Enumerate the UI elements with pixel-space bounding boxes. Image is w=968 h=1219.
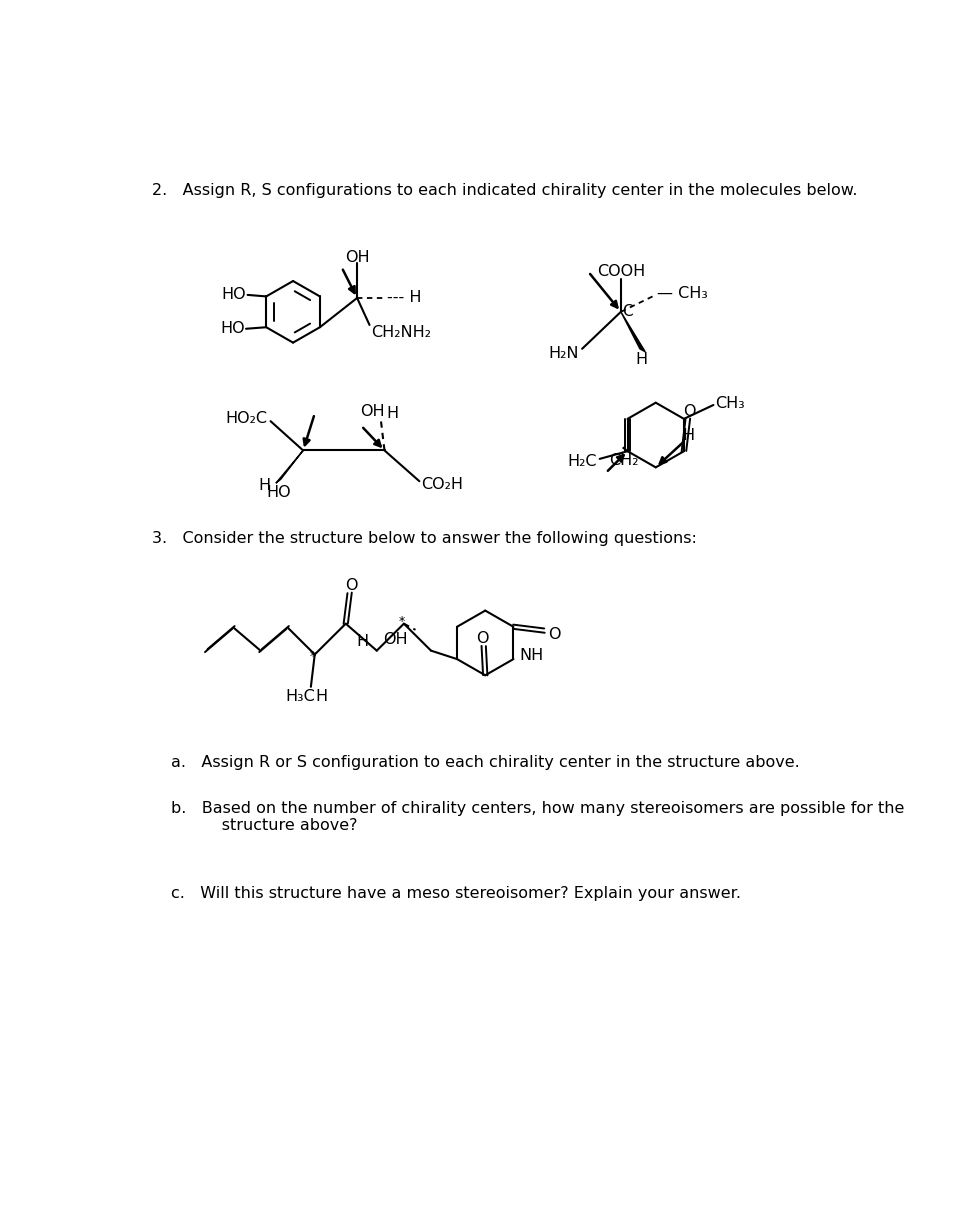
Text: C: C	[622, 305, 633, 319]
Text: H: H	[635, 352, 647, 367]
Text: OH: OH	[345, 250, 370, 265]
Text: *: *	[310, 650, 316, 663]
Text: O: O	[476, 630, 489, 646]
Text: H₂C: H₂C	[567, 455, 596, 469]
Text: H: H	[386, 406, 398, 421]
Text: HO₂C: HO₂C	[226, 411, 267, 425]
Text: CH₃: CH₃	[715, 396, 744, 411]
Text: — CH₃: — CH₃	[657, 285, 709, 301]
Text: b.   Based on the number of chirality centers, how many stereoisomers are possib: b. Based on the number of chirality cent…	[171, 801, 905, 816]
Text: H: H	[258, 478, 271, 492]
Text: CH₂: CH₂	[609, 453, 639, 468]
Polygon shape	[620, 312, 646, 352]
Text: CH₂NH₂: CH₂NH₂	[371, 325, 431, 340]
Text: H: H	[316, 689, 328, 703]
Text: HO: HO	[222, 288, 246, 302]
Polygon shape	[276, 451, 303, 483]
Text: H: H	[357, 634, 369, 649]
Text: O: O	[345, 578, 357, 592]
Text: *: *	[399, 614, 405, 628]
Text: OH: OH	[360, 405, 385, 419]
Text: a.   Assign R or S configuration to each chirality center in the structure above: a. Assign R or S configuration to each c…	[171, 755, 801, 769]
Text: structure above?: structure above?	[191, 818, 357, 833]
Text: c.   Will this structure have a meso stereoisomer? Explain your answer.: c. Will this structure have a meso stere…	[171, 886, 741, 901]
Text: COOH: COOH	[596, 265, 645, 279]
Text: HO: HO	[220, 322, 245, 336]
Text: OH: OH	[383, 633, 408, 647]
Text: CO₂H: CO₂H	[421, 477, 463, 491]
Text: 3.   Consider the structure below to answer the following questions:: 3. Consider the structure below to answe…	[152, 531, 697, 546]
Text: H₃C: H₃C	[286, 689, 315, 703]
Text: NH: NH	[520, 647, 544, 663]
Text: --- H: --- H	[386, 290, 421, 306]
Text: H₂N: H₂N	[549, 346, 579, 361]
Text: 2.   Assign R, S configurations to each indicated chirality center in the molecu: 2. Assign R, S configurations to each in…	[152, 183, 858, 199]
Text: O: O	[683, 403, 696, 418]
Text: H: H	[682, 428, 694, 442]
Text: HO: HO	[266, 485, 290, 500]
Text: O: O	[548, 627, 560, 642]
